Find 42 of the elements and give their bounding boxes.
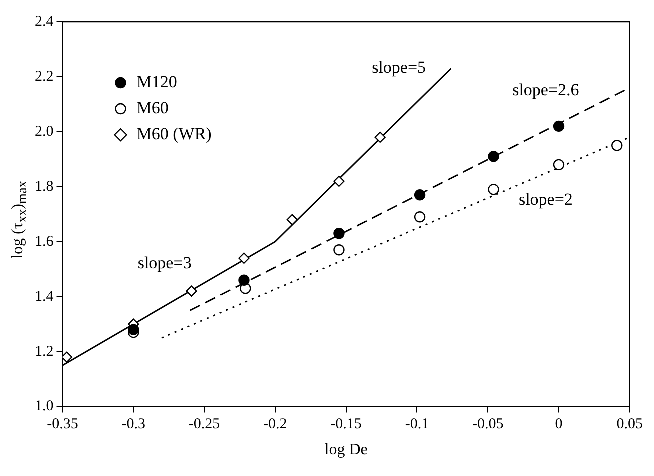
y-tick-label: 1.8: [35, 178, 54, 195]
point: [374, 132, 386, 144]
point: [238, 252, 250, 264]
point: [334, 244, 345, 256]
x-tick-label: -0.15: [330, 416, 362, 433]
x-tick-label: -0.2: [264, 416, 288, 433]
point: [553, 159, 565, 171]
point: [186, 286, 198, 297]
y-tick-label: 2.0: [35, 124, 54, 140]
annotation: slope=5: [372, 58, 426, 78]
point: [62, 352, 73, 363]
x-tick-label: -0.3: [122, 416, 146, 433]
point: [488, 184, 500, 196]
y-tick-label: 1.4: [35, 288, 54, 305]
point: [414, 212, 426, 223]
y-tick-label: 1.0: [35, 398, 54, 415]
legend-label: M120: [136, 72, 178, 92]
legend-label: M60 (WR): [136, 124, 212, 144]
y-tick-label: 1.6: [35, 234, 54, 250]
legend-label: M60: [136, 98, 169, 118]
x-tick-label: 0: [555, 416, 563, 433]
annotation: slope=2: [518, 190, 573, 210]
point: [414, 190, 426, 201]
x-tick-label: 0.05: [616, 416, 643, 433]
point: [553, 120, 565, 132]
y-tick-label: 1.2: [35, 344, 54, 360]
annotation: slope=2.6: [512, 80, 580, 100]
y-tick-label: 2.2: [35, 68, 54, 85]
point: [488, 151, 500, 162]
point: [128, 324, 140, 336]
y-tick-label: 2.4: [35, 14, 54, 30]
point: [334, 176, 345, 188]
x-tick-label: -0.25: [188, 416, 220, 433]
x-tick-label: -0.1: [405, 416, 430, 433]
x-tick-label: -0.35: [47, 416, 78, 433]
point: [286, 214, 298, 226]
point: [612, 140, 623, 152]
annotation: slope=3: [138, 254, 192, 273]
point: [334, 228, 345, 240]
point: [238, 274, 250, 286]
x-tick-label: -0.05: [472, 416, 504, 433]
x-axis-title: log De: [324, 442, 368, 459]
